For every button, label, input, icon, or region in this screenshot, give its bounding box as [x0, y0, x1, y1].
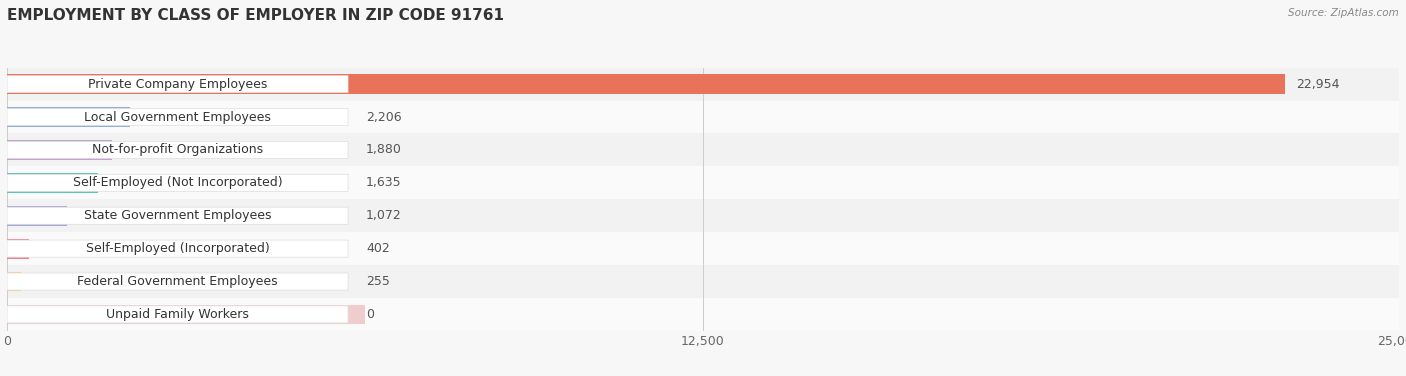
Bar	[7, 167, 1399, 199]
FancyBboxPatch shape	[7, 207, 349, 224]
Bar	[7, 305, 366, 324]
FancyBboxPatch shape	[7, 273, 349, 290]
Text: 2,206: 2,206	[366, 111, 402, 124]
Text: Local Government Employees: Local Government Employees	[84, 111, 271, 124]
Bar	[7, 140, 111, 160]
Bar	[7, 68, 1399, 101]
Text: State Government Employees: State Government Employees	[84, 209, 271, 222]
FancyBboxPatch shape	[7, 306, 349, 323]
Text: 0: 0	[366, 308, 374, 321]
Text: Unpaid Family Workers: Unpaid Family Workers	[105, 308, 249, 321]
Text: Source: ZipAtlas.com: Source: ZipAtlas.com	[1288, 8, 1399, 18]
Bar	[7, 101, 1399, 133]
Text: EMPLOYMENT BY CLASS OF EMPLOYER IN ZIP CODE 91761: EMPLOYMENT BY CLASS OF EMPLOYER IN ZIP C…	[7, 8, 503, 23]
Text: Self-Employed (Not Incorporated): Self-Employed (Not Incorporated)	[73, 176, 283, 190]
Text: 255: 255	[366, 275, 389, 288]
FancyBboxPatch shape	[7, 108, 349, 126]
Text: Self-Employed (Incorporated): Self-Employed (Incorporated)	[86, 242, 270, 255]
Text: 1,072: 1,072	[366, 209, 402, 222]
Text: 1,880: 1,880	[366, 143, 402, 156]
Bar	[7, 232, 1399, 265]
Bar	[7, 74, 1285, 94]
Text: Private Company Employees: Private Company Employees	[87, 77, 267, 91]
Bar	[7, 265, 1399, 298]
Bar	[7, 239, 30, 259]
Text: Federal Government Employees: Federal Government Employees	[77, 275, 278, 288]
Bar	[7, 173, 98, 193]
FancyBboxPatch shape	[7, 240, 349, 257]
Bar	[7, 199, 1399, 232]
FancyBboxPatch shape	[7, 174, 349, 191]
Text: 402: 402	[366, 242, 389, 255]
FancyBboxPatch shape	[7, 76, 349, 92]
Text: 1,635: 1,635	[366, 176, 402, 190]
Bar	[7, 271, 21, 291]
Bar	[7, 206, 66, 226]
Text: 22,954: 22,954	[1296, 77, 1340, 91]
Bar	[7, 107, 129, 127]
Bar	[7, 133, 1399, 167]
Text: Not-for-profit Organizations: Not-for-profit Organizations	[91, 143, 263, 156]
Bar	[7, 298, 1399, 331]
FancyBboxPatch shape	[7, 141, 349, 159]
